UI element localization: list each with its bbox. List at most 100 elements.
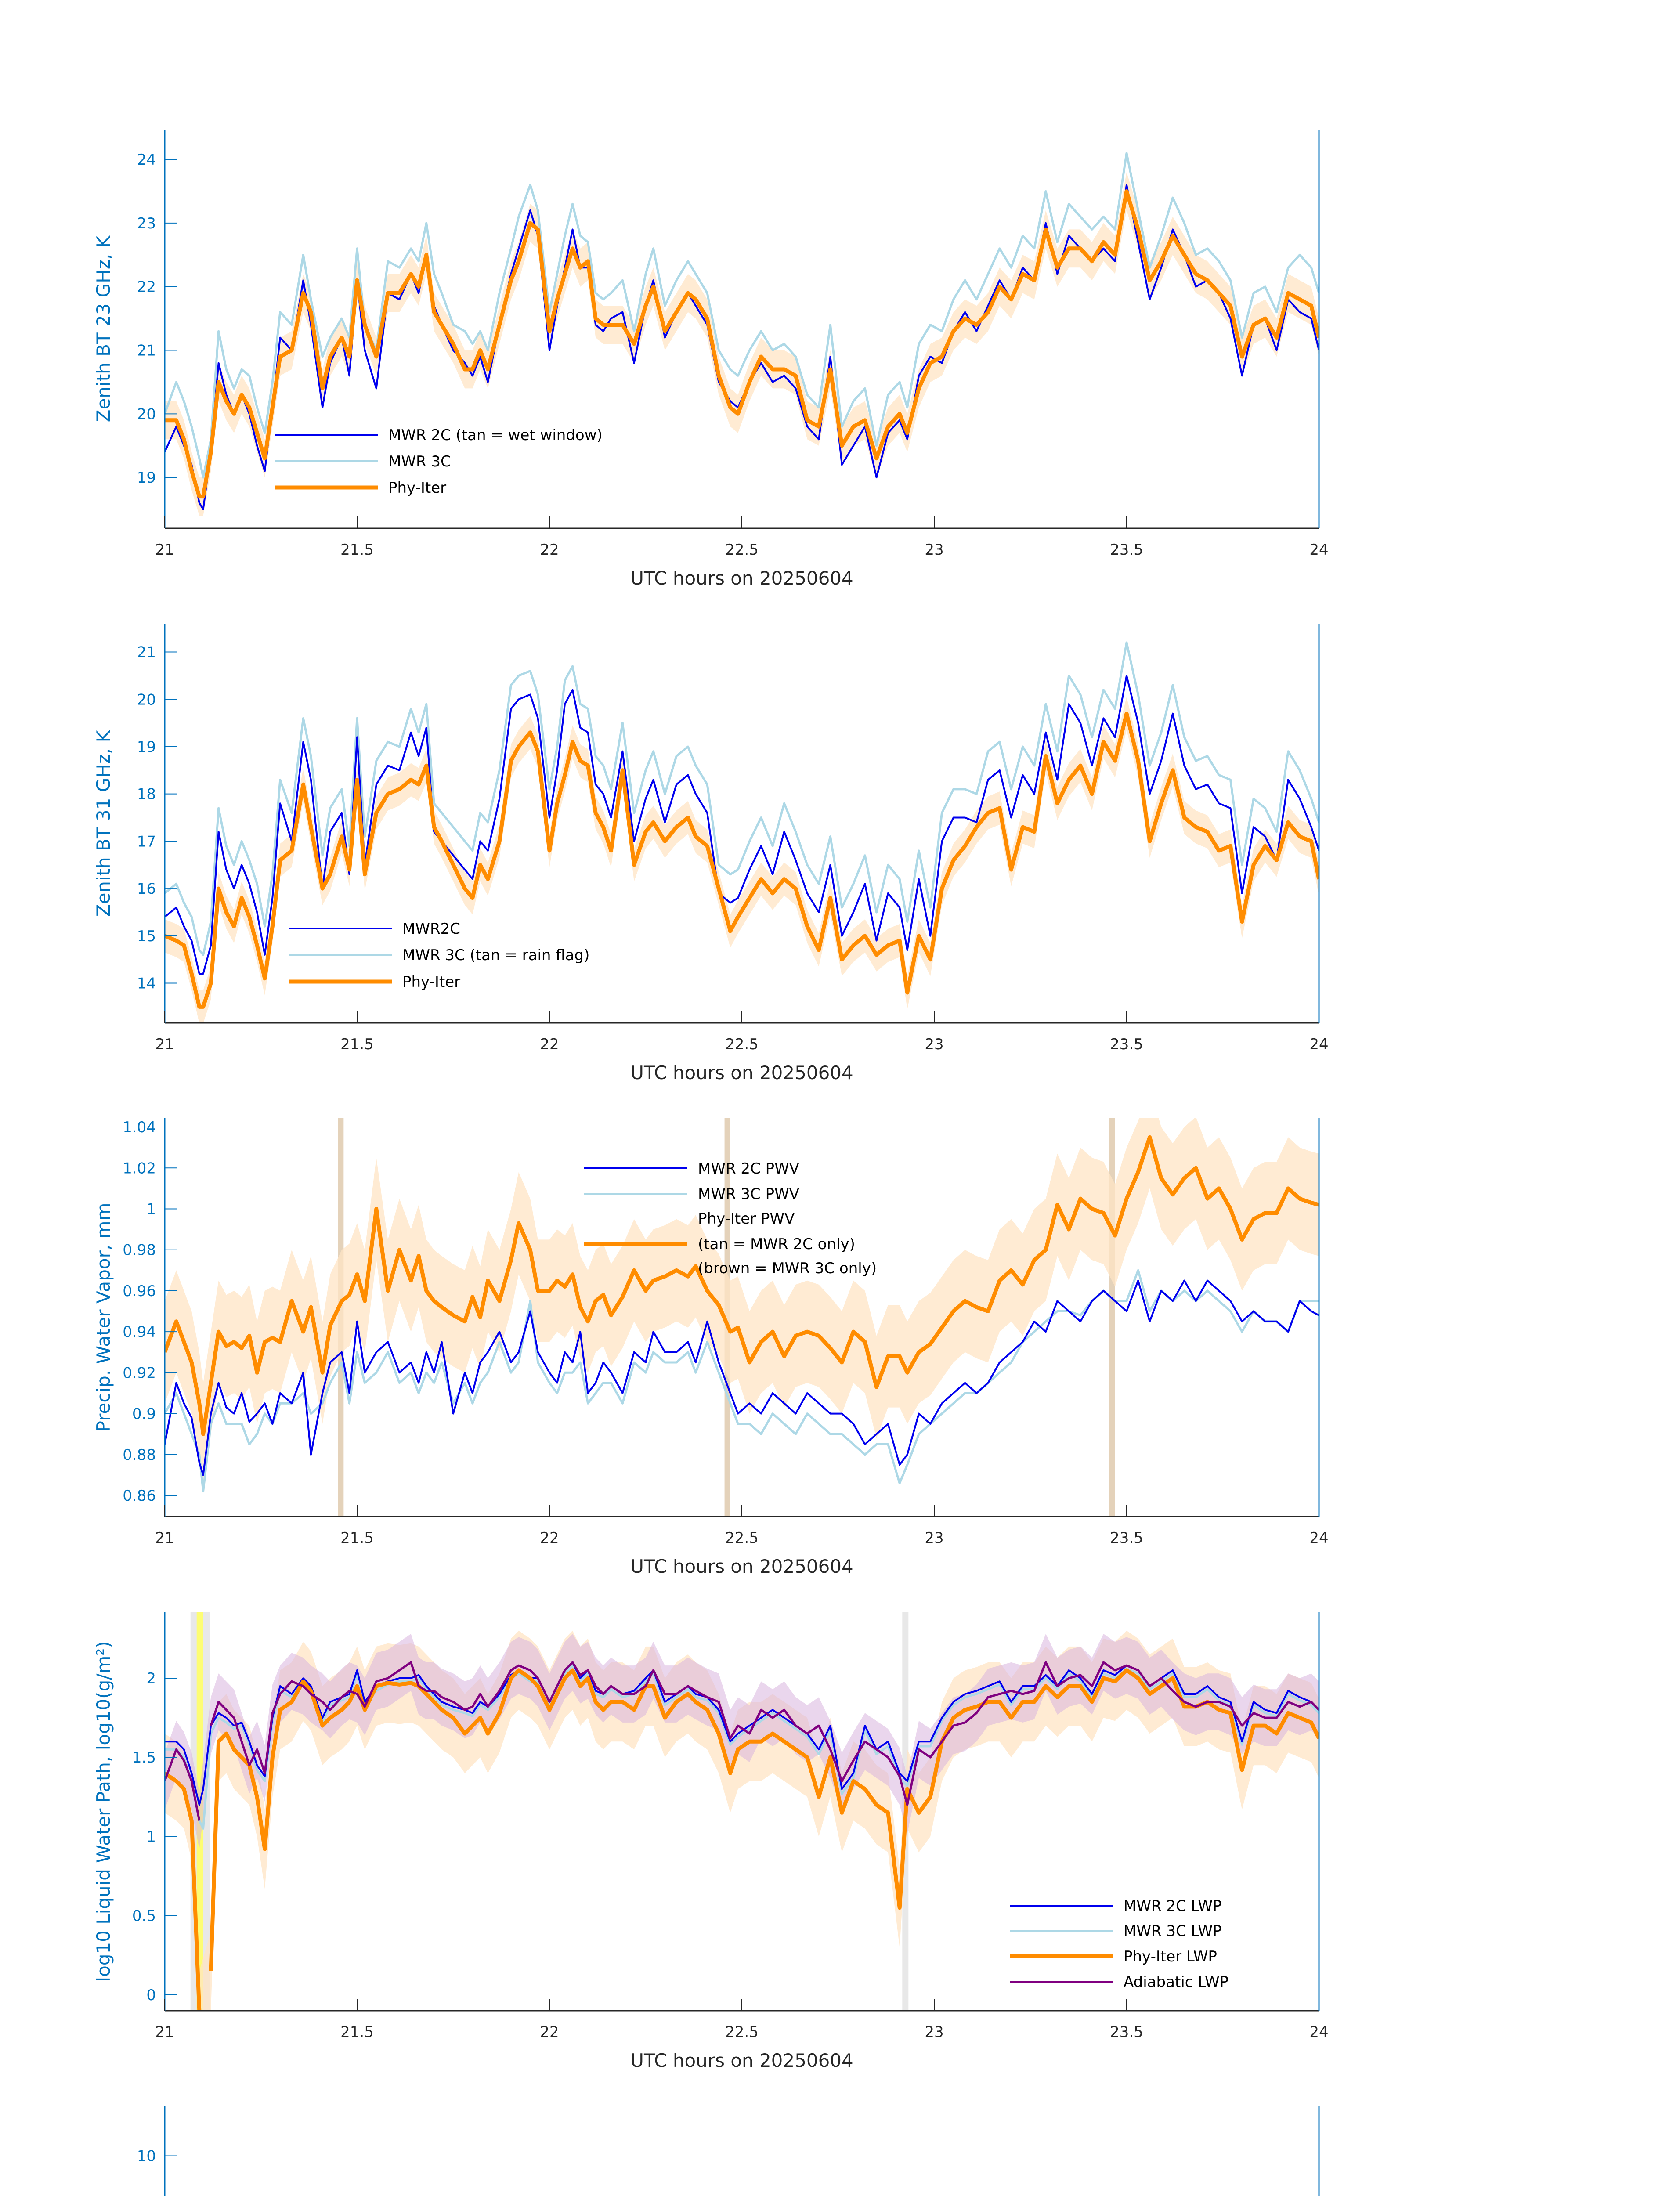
series-layer: [165, 641, 1319, 1023]
x-axis-label: UTC hours on 20250604: [630, 567, 853, 589]
y-tick-label: 21: [137, 644, 156, 661]
series-line-phy-iter: [165, 712, 1319, 1009]
panel-pwv: 21 21.5 22 22.5 23 23.5 24 0.86 0.88 0.9 0.92 0.94 0…: [93, 1118, 1329, 1577]
x-tick-label: 21.5: [340, 1529, 374, 1547]
x-tick-label: 24: [1309, 541, 1328, 559]
y-tick-label: 0.9: [132, 1405, 156, 1423]
series-line-mwr-3c: [165, 152, 1319, 479]
legend-label: Phy-Iter LWP: [1124, 1948, 1217, 1965]
y-tick-label: 15: [137, 928, 156, 945]
y-axis-label: Zenith BT 23 GHz, K: [93, 235, 114, 422]
x-tick-label: 21: [155, 1036, 174, 1053]
x-tick-label: 23: [925, 2023, 943, 2041]
y-tick-label: 0: [146, 1987, 156, 2004]
x-tick-label: 24: [1309, 1529, 1328, 1547]
legend-label: (brown = MWR 3C only): [698, 1260, 877, 1277]
x-tick-label: 22: [540, 2023, 559, 2041]
x-tick-label: 24: [1309, 1036, 1328, 1053]
legend: MWR 2C LWP MWR 3C LWP Phy-Iter LWP Adiab…: [1010, 1897, 1228, 1991]
y-tick-label: 19: [137, 469, 156, 487]
series-layer: [165, 152, 1319, 516]
series-line-adiabatic-lwp: [165, 1661, 1319, 1821]
legend: MWR 2C PWV MWR 3C PWV Phy-Iter PWV (tan …: [584, 1160, 877, 1277]
x-tick-label: 21: [155, 1529, 174, 1547]
y-tick-label: 0.5: [132, 1907, 156, 1925]
uncertainty-band: [165, 1118, 1319, 1485]
plot-area: 21 21.5 22 22.5 23 23.5 24 14 15 16 17 18 19 20 21: [137, 624, 1329, 1053]
legend-label: MWR2C: [402, 920, 460, 938]
legend-label: MWR 3C (tan = rain flag): [402, 946, 589, 964]
x-tick-label: 23: [925, 1529, 943, 1547]
legend-label: MWR 2C LWP: [1124, 1897, 1222, 1915]
x-tick-label: 24: [1309, 2023, 1328, 2041]
x-tick-label: 22: [540, 541, 559, 559]
y-tick-label: 1.04: [123, 1119, 156, 1136]
uncertainty-band: [165, 1634, 1319, 1849]
series-line-mwr-3c: [165, 641, 1319, 956]
panel-bt23: 21 21.5 22 22.5 23 23.5 24 19 20 21 22 23 24 Zenith …: [93, 130, 1329, 589]
x-axis-label: UTC hours on 20250604: [630, 1556, 853, 1577]
y-tick-label: 0.98: [123, 1242, 156, 1259]
panel-lwp: 21 21.5 22 22.5 23 23.5 24 0 0.5 1 1.5 2 log10 Liqu…: [93, 1612, 1329, 2071]
y-tick-label: 22: [137, 278, 156, 296]
plot-area: 21 21.5 22 22.5 23 23.5 24 0 0.5 1 1.5 2: [132, 1612, 1329, 2041]
y-tick-label: 0.94: [123, 1323, 156, 1341]
x-axis-label: UTC hours on 20250604: [630, 1062, 853, 1084]
y-tick-label: 20: [137, 405, 156, 423]
x-tick-label: 22: [540, 1529, 559, 1547]
x-tick-label: 22: [540, 1036, 559, 1053]
x-tick-label: 22.5: [725, 1529, 759, 1547]
y-tick-label: 16: [137, 880, 156, 898]
x-tick-label: 23: [925, 1036, 943, 1053]
legend: MWR2C MWR 3C (tan = rain flag) Phy-Iter: [289, 920, 589, 991]
legend-label: Adiabatic LWP: [1124, 1973, 1228, 1991]
x-tick-label: 23: [925, 541, 943, 559]
y-tick-label: 24: [137, 151, 156, 169]
y-tick-label: 0.96: [123, 1282, 156, 1300]
x-tick-label: 22.5: [725, 2023, 759, 2041]
y-axis-label: log10 Liquid Water Path, log10(g/m²): [93, 1641, 114, 1982]
y-axis-label: Precip. Water Vapor, mm: [93, 1203, 114, 1432]
x-tick-label: 21.5: [340, 541, 374, 559]
legend-label: MWR 3C: [388, 453, 451, 470]
y-tick-label: 1: [146, 1828, 156, 1846]
x-tick-label: 21.5: [340, 2023, 374, 2041]
legend-label: Phy-Iter: [388, 479, 446, 497]
x-tick-label: 23.5: [1110, 1036, 1143, 1053]
plot-area: 21 21.5 22 22.5 23 23.5 24 0.86 0.88 0.9 0.92 0.94 0…: [123, 1118, 1329, 1547]
legend-label: MWR 2C PWV: [698, 1160, 799, 1177]
y-tick-label: 19: [137, 738, 156, 756]
y-tick-label: 23: [137, 215, 156, 232]
legend-label: MWR 3C PWV: [698, 1185, 799, 1203]
series-line-phy-iter: [165, 189, 1319, 499]
y-tick-label: 0.92: [123, 1364, 156, 1382]
y-tick-label: 1.02: [123, 1159, 156, 1177]
x-tick-label: 23.5: [1110, 541, 1143, 559]
y-tick-label: 20: [137, 691, 156, 708]
y-tick-label: 10: [137, 2148, 156, 2165]
y-tick-label: 17: [137, 833, 156, 850]
x-tick-label: 22.5: [725, 1036, 759, 1053]
series-line-phy-iter-pwv: [165, 1135, 1319, 1436]
y-tick-label: 1.5: [132, 1749, 156, 1766]
x-tick-label: 23.5: [1110, 2023, 1143, 2041]
legend-label: MWR 2C (tan = wet window): [388, 426, 603, 444]
y-tick-label: 1: [146, 1200, 156, 1218]
y-tick-label: 18: [137, 786, 156, 803]
legend-label: Phy-Iter PWV: [698, 1210, 795, 1228]
panel-bt31: 21 21.5 22 22.5 23 23.5 24 14 15 16 17 18 19 20 21 Zen…: [93, 624, 1329, 1084]
legend: MWR 2C (tan = wet window) MWR 3C Phy-Ite…: [275, 426, 603, 497]
x-axis-label: UTC hours on 20250604: [630, 2050, 853, 2071]
y-tick-label: 2: [146, 1670, 156, 1687]
x-tick-label: 21: [155, 2023, 174, 2041]
y-tick-label: 21: [137, 342, 156, 360]
y-tick-label: 0.88: [123, 1446, 156, 1464]
legend-label: (tan = MWR 2C only): [698, 1235, 855, 1253]
series-line-phy-iter-lwp: [165, 1668, 1319, 2011]
plot-area: 21 21.5 22 22.5 23 23.5 24 19 20 21 22 23 24: [137, 130, 1329, 559]
y-tick-label: 14: [137, 975, 156, 993]
series-layer: [165, 1118, 1319, 1517]
